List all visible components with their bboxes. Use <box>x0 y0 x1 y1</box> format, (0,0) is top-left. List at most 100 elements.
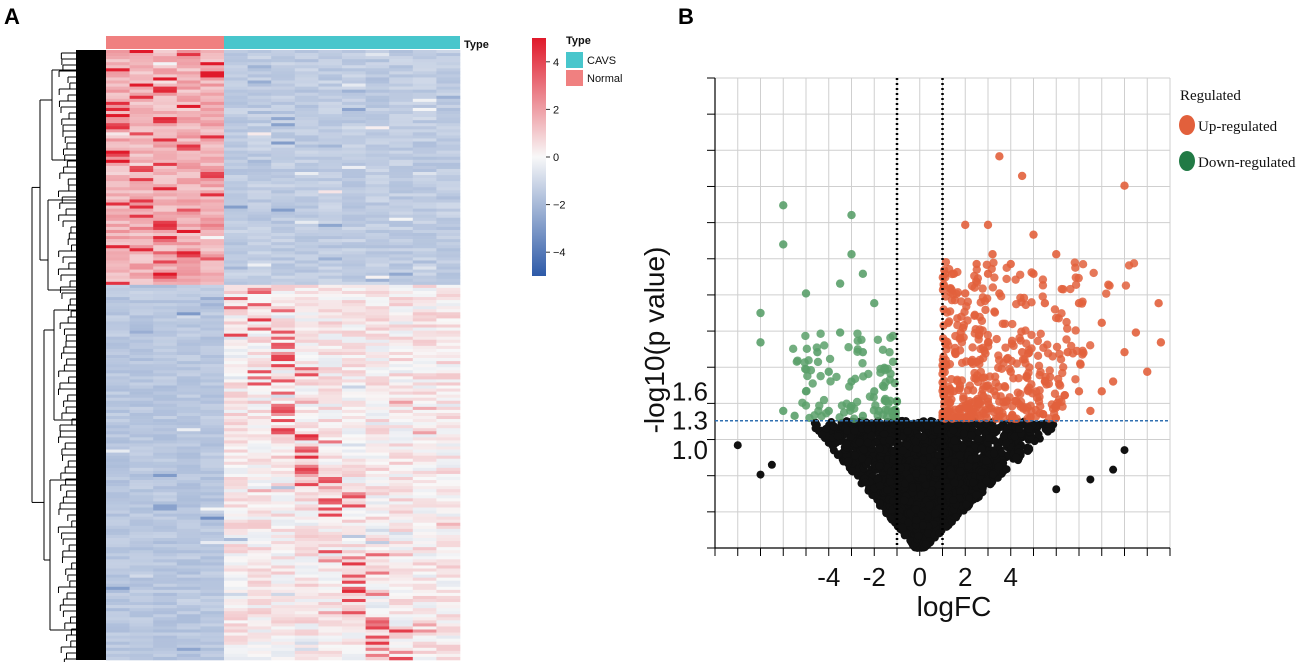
heatmap-cell <box>247 92 272 97</box>
heatmap-cell <box>436 68 461 72</box>
heatmap-cell <box>365 589 390 594</box>
heatmap-cell <box>271 351 296 356</box>
heatmap-cell <box>412 620 437 624</box>
heatmap-cell <box>200 281 225 286</box>
heatmap-cell <box>129 412 154 417</box>
heatmap-cell <box>271 284 296 289</box>
heatmap-cell <box>436 321 461 325</box>
heatmap-cell <box>271 464 296 469</box>
heatmap-cell <box>247 330 272 334</box>
heatmap-cell <box>318 553 343 557</box>
heatmap-cell <box>200 483 225 487</box>
heatmap-cell <box>153 50 178 54</box>
heatmap-cell <box>247 68 272 72</box>
heatmap-cell <box>224 461 248 466</box>
heatmap-cell <box>294 315 319 319</box>
heatmap-cell <box>153 59 178 63</box>
heatmap-cell <box>365 165 390 170</box>
heatmap-cell <box>389 181 414 185</box>
heatmap-cell <box>365 483 390 487</box>
heatmap-cell <box>106 595 130 600</box>
heatmap-cell <box>342 74 366 78</box>
heatmap-cell <box>247 284 272 289</box>
heatmap-cell <box>271 623 296 627</box>
heatmap-cell <box>436 190 461 194</box>
heatmap-cell <box>412 300 437 304</box>
heatmap-cell <box>412 269 437 273</box>
heatmap-cell <box>106 367 130 371</box>
heatmap-cell <box>412 333 437 337</box>
heatmap-cell <box>224 111 248 115</box>
heatmap-cell <box>342 281 366 286</box>
heatmap-cell <box>412 446 437 450</box>
heatmap-cell <box>106 461 130 466</box>
heatmap-cell <box>318 153 343 158</box>
heatmap-cell <box>318 223 343 228</box>
heatmap-cell <box>224 336 248 341</box>
heatmap-cell <box>200 635 225 639</box>
heatmap-cell <box>389 641 414 646</box>
heatmap-cell <box>365 348 390 353</box>
heatmap-cell <box>129 312 154 316</box>
heatmap-cell <box>271 114 296 118</box>
heatmap-cell <box>271 403 296 408</box>
heatmap-cell <box>106 489 130 493</box>
heatmap-cell <box>412 254 437 258</box>
heatmap-cell <box>318 358 343 362</box>
heatmap-cell <box>294 178 319 182</box>
heatmap-cell <box>129 193 154 197</box>
heatmap-cell <box>271 635 296 639</box>
heatmap-cell <box>129 333 154 337</box>
heatmap-cell <box>106 126 130 130</box>
heatmap-cell <box>365 592 390 597</box>
heatmap-cell <box>318 510 343 514</box>
heatmap-cell <box>412 626 437 630</box>
heatmap-cell <box>412 583 437 588</box>
heatmap-cell <box>294 321 319 325</box>
heatmap-cell <box>365 538 390 542</box>
heatmap-cell <box>129 208 154 212</box>
heatmap-cell <box>247 638 272 642</box>
heatmap-cell <box>271 156 296 161</box>
heatmap-cell <box>412 559 437 563</box>
heatmap-cell <box>271 583 296 588</box>
heatmap-cell <box>106 251 130 255</box>
heatmap-cell <box>365 455 390 459</box>
heatmap-cell <box>389 62 414 66</box>
heatmap-cell <box>294 434 319 438</box>
heatmap-cell <box>129 422 154 426</box>
heatmap-cell <box>247 272 272 276</box>
heatmap-cell <box>200 68 225 72</box>
heatmap-cell <box>436 553 461 557</box>
heatmap-cell <box>436 361 461 365</box>
heatmap-cell <box>342 114 366 118</box>
heatmap-cell <box>200 327 225 331</box>
heatmap-cell <box>224 98 248 103</box>
heatmap-cell <box>294 501 319 505</box>
heatmap-cell <box>412 257 437 261</box>
heatmap-cell <box>389 162 414 167</box>
heatmap-cell <box>106 571 130 575</box>
heatmap-cell <box>176 367 201 371</box>
heatmap-cell <box>342 653 366 658</box>
heatmap-cell <box>129 586 154 591</box>
heatmap-cell <box>365 68 390 72</box>
heatmap-cell <box>412 580 437 585</box>
heatmap-cell <box>318 165 343 170</box>
heatmap-cell <box>176 617 201 621</box>
heatmap-cell <box>271 394 296 398</box>
heatmap-cell <box>176 608 201 612</box>
heatmap-cell <box>412 379 437 383</box>
heatmap-cell <box>436 611 461 615</box>
heatmap-cell <box>318 446 343 450</box>
heatmap-cell <box>153 107 178 112</box>
heatmap-cell <box>389 473 414 478</box>
heatmap-cell <box>106 147 130 151</box>
heatmap-cell <box>389 56 414 60</box>
heatmap-cell <box>365 71 390 75</box>
heatmap-cell <box>365 467 390 472</box>
heatmap-cell <box>129 135 154 139</box>
heatmap-cell <box>129 53 154 57</box>
heatmap-cell <box>153 86 178 90</box>
heatmap-cell <box>153 586 178 591</box>
